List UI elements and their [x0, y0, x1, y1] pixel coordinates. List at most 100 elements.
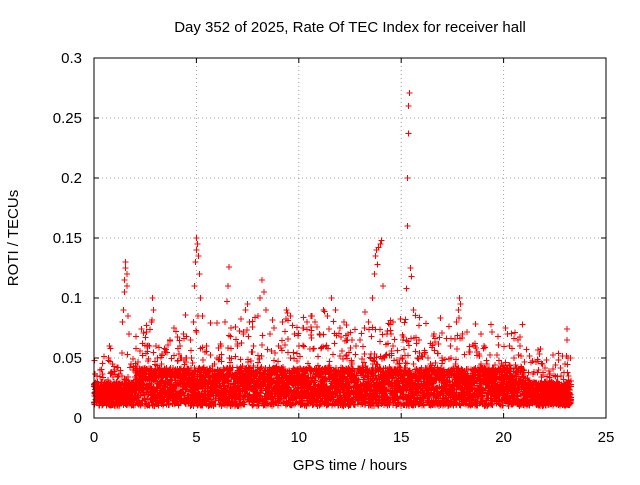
data-point-background	[340, 356, 346, 362]
data-point-background	[402, 360, 408, 366]
data-point-background	[423, 320, 429, 326]
data-point-background	[294, 358, 300, 364]
data-point-background	[282, 328, 288, 334]
data-point-background	[401, 320, 407, 326]
data-points-layer	[91, 90, 574, 409]
data-point-background	[99, 361, 105, 367]
data-point-background	[144, 323, 150, 329]
data-point-background	[285, 350, 291, 356]
data-point-background	[252, 314, 258, 320]
data-point-background	[282, 342, 288, 348]
data-point-background	[228, 334, 234, 340]
chart-title: Day 352 of 2025, Rate Of TEC Index for r…	[174, 19, 526, 36]
data-point-background	[238, 340, 244, 346]
data-point-background	[285, 336, 291, 342]
data-point-background	[271, 357, 277, 363]
data-point-background	[489, 329, 495, 335]
data-point-background	[472, 321, 478, 327]
data-point-background	[435, 350, 441, 356]
data-point-background	[362, 309, 368, 315]
data-point-background	[250, 324, 256, 330]
data-point-background	[233, 324, 239, 330]
data-point-background	[189, 355, 195, 361]
data-point-background	[308, 328, 314, 334]
data-point-background	[200, 357, 206, 363]
data-point-background	[226, 333, 232, 339]
data-point-background	[291, 355, 297, 361]
data-point-background	[330, 318, 336, 324]
data-point-background	[438, 315, 444, 321]
data-point-background	[171, 352, 177, 358]
data-point-background	[284, 310, 290, 316]
data-point-background	[111, 364, 117, 370]
data-point-background	[369, 333, 375, 339]
data-point-background	[238, 316, 244, 322]
data-point-background	[279, 348, 285, 354]
data-point-background	[275, 358, 281, 364]
data-point-background	[360, 343, 366, 349]
data-point-background	[308, 335, 314, 341]
data-point-background	[279, 337, 285, 343]
data-point-background	[454, 346, 460, 352]
data-point-background	[436, 334, 442, 340]
data-point-background	[228, 345, 234, 351]
data-point-background	[269, 317, 275, 323]
data-point-background	[233, 337, 239, 343]
data-point-background	[495, 342, 501, 348]
data-point-background	[466, 343, 472, 349]
data-point-background	[394, 347, 400, 353]
data-point-background	[98, 366, 104, 372]
data-point-background	[145, 342, 151, 348]
data-point-background	[326, 358, 332, 364]
data-point-background	[182, 312, 188, 318]
data-point-background	[294, 351, 300, 357]
data-point-background	[315, 354, 321, 360]
data-point-background	[311, 345, 317, 351]
data-point-background	[150, 349, 156, 355]
data-point-background	[416, 323, 422, 329]
data-point-background	[387, 328, 393, 334]
data-point-background	[301, 314, 307, 320]
data-point-background	[214, 320, 220, 326]
data-point-background	[332, 340, 338, 346]
data-point-background	[135, 359, 141, 365]
data-point-background	[227, 360, 233, 366]
data-point-background	[448, 336, 454, 342]
data-point-background	[487, 352, 493, 358]
data-point-background	[259, 342, 265, 348]
data-point-background	[133, 345, 139, 351]
data-point-background	[301, 343, 307, 349]
data-point-background	[207, 320, 213, 326]
data-point-background	[413, 349, 419, 355]
data-point-background	[359, 330, 365, 336]
data-point-background	[478, 331, 484, 337]
data-point-background	[119, 350, 125, 356]
data-point-background	[405, 352, 411, 358]
data-point-background	[411, 361, 417, 367]
data-point-background	[352, 326, 358, 332]
data-point-background	[208, 352, 214, 358]
data-point-background	[453, 356, 459, 362]
data-point-background	[446, 324, 452, 330]
data-point-background	[238, 356, 244, 362]
data-point-background	[401, 347, 407, 353]
data-point-background	[236, 328, 242, 334]
data-point-background	[352, 352, 358, 358]
data-point-background	[439, 330, 445, 336]
data-point-background	[330, 351, 336, 357]
data-point-background	[168, 355, 174, 361]
data-point-background	[339, 348, 345, 354]
data-point-background	[314, 324, 320, 330]
data-point-background	[194, 329, 200, 335]
data-point-background	[133, 333, 139, 339]
data-point-background	[488, 322, 494, 328]
data-point-background	[255, 360, 261, 366]
data-point-background	[188, 348, 194, 354]
data-point-background	[495, 333, 501, 339]
data-point-background	[321, 332, 327, 338]
data-point-background	[391, 336, 397, 342]
data-point-background	[234, 365, 240, 371]
data-point-background	[291, 350, 297, 356]
